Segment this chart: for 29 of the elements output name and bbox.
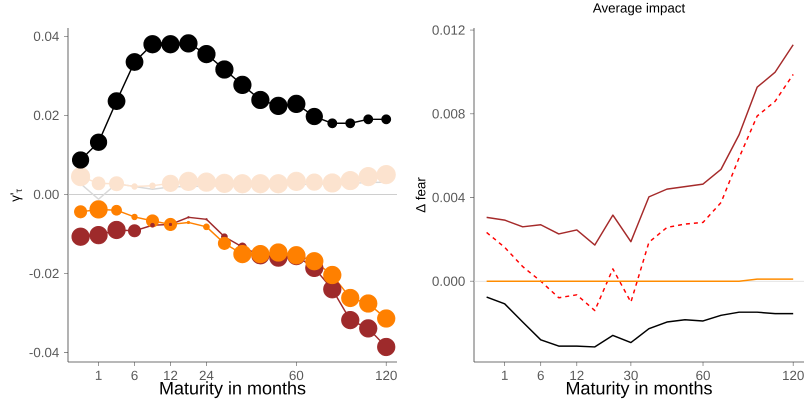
x-tick-label: 120 bbox=[376, 370, 397, 380]
line-series bbox=[486, 296, 794, 348]
y-tick-label: 0.012 bbox=[432, 25, 465, 35]
y-tick-label: 0.02 bbox=[34, 110, 59, 120]
x-tick-label: 6 bbox=[538, 370, 544, 380]
x-tick-label: 1 bbox=[502, 370, 508, 380]
line-series bbox=[486, 74, 794, 312]
y-tick-label: -0.04 bbox=[29, 348, 59, 358]
y-tick-label: -0.02 bbox=[29, 268, 59, 278]
y-axis-title: γ'$_{τ}$ bbox=[10, 188, 22, 202]
y-tick-label: 0.00 bbox=[34, 190, 59, 200]
x-tick-label: 60 bbox=[290, 370, 304, 380]
x-tick-label: 60 bbox=[696, 370, 710, 380]
x-tick-label: 24 bbox=[200, 370, 214, 380]
y-tick-label: 0.008 bbox=[432, 109, 465, 119]
x-tick-label: 30 bbox=[624, 370, 638, 380]
line-series bbox=[486, 44, 794, 246]
y-tick-label: 0.04 bbox=[34, 32, 59, 42]
x-axis-title: Maturity in months bbox=[566, 381, 712, 398]
x-tick-label: 120 bbox=[783, 370, 804, 380]
y-tick-label: 0.000 bbox=[432, 276, 465, 286]
y-tick-label: 0.004 bbox=[432, 192, 465, 202]
chart-title: Average impact bbox=[592, 2, 686, 16]
x-tick-label: 12 bbox=[164, 370, 178, 380]
x-tick-label: 12 bbox=[570, 370, 584, 380]
y-axis-title: Δ fear bbox=[416, 177, 426, 212]
x-tick-label: 6 bbox=[131, 370, 138, 380]
x-axis-title: Maturity in months bbox=[160, 381, 306, 398]
x-tick-label: 1 bbox=[96, 370, 102, 380]
